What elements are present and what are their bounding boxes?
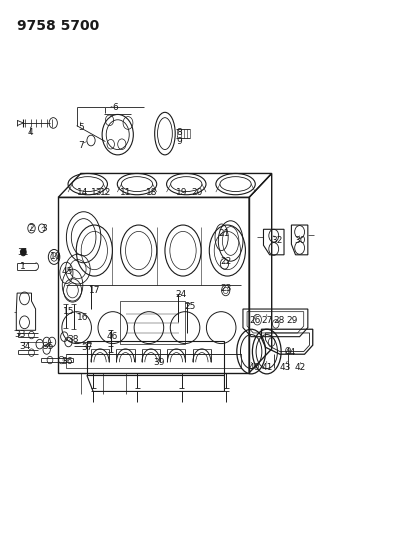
Text: 34: 34 [19, 342, 30, 351]
Text: 28: 28 [274, 316, 285, 325]
Text: 9: 9 [176, 136, 182, 146]
Text: 5: 5 [78, 123, 84, 132]
Text: 27: 27 [261, 316, 272, 325]
Text: 46: 46 [107, 332, 118, 341]
Text: 24: 24 [176, 290, 187, 299]
Text: 7: 7 [78, 141, 84, 150]
Text: 19: 19 [176, 188, 187, 197]
Text: 20: 20 [191, 188, 203, 197]
Text: 31: 31 [18, 248, 29, 257]
Text: 35: 35 [42, 342, 54, 351]
Text: 12: 12 [100, 188, 111, 197]
Text: 22: 22 [220, 257, 231, 265]
Text: 23: 23 [220, 284, 232, 293]
Text: 18: 18 [146, 188, 157, 197]
Text: 11: 11 [120, 188, 132, 197]
Text: 2: 2 [29, 224, 34, 233]
Text: 14: 14 [77, 188, 89, 197]
Text: 13: 13 [91, 188, 103, 197]
Text: 21: 21 [219, 229, 230, 238]
Text: 3: 3 [41, 224, 47, 233]
Text: 43: 43 [279, 363, 290, 372]
Text: 8: 8 [176, 127, 182, 136]
Text: 1: 1 [21, 262, 26, 271]
Bar [66, 354, 241, 368]
Text: 32: 32 [271, 237, 282, 246]
Text: 17: 17 [89, 286, 100, 295]
Text: 42: 42 [295, 363, 306, 372]
Text: 38: 38 [67, 335, 78, 344]
Bar [58, 197, 249, 373]
Text: 29: 29 [286, 316, 298, 325]
Text: 4: 4 [28, 128, 33, 137]
Circle shape [21, 248, 26, 256]
Text: 9758 5700: 9758 5700 [17, 19, 99, 33]
Text: 25: 25 [184, 302, 195, 311]
Text: 40: 40 [249, 363, 260, 372]
Text: 39: 39 [153, 358, 164, 367]
Text: 15: 15 [63, 307, 74, 316]
Text: 45: 45 [61, 268, 73, 276]
Text: 30: 30 [294, 237, 305, 246]
Bar [87, 341, 225, 375]
Text: 41: 41 [261, 363, 272, 372]
Text: 16: 16 [77, 312, 89, 321]
Text: 6: 6 [112, 102, 118, 111]
Text: 36: 36 [61, 357, 73, 366]
Text: 33: 33 [15, 330, 26, 339]
Text: 37: 37 [81, 343, 93, 352]
Text: 44: 44 [284, 348, 295, 357]
Bar [120, 301, 185, 344]
Text: 26: 26 [250, 316, 261, 325]
Text: 10: 10 [50, 253, 62, 261]
